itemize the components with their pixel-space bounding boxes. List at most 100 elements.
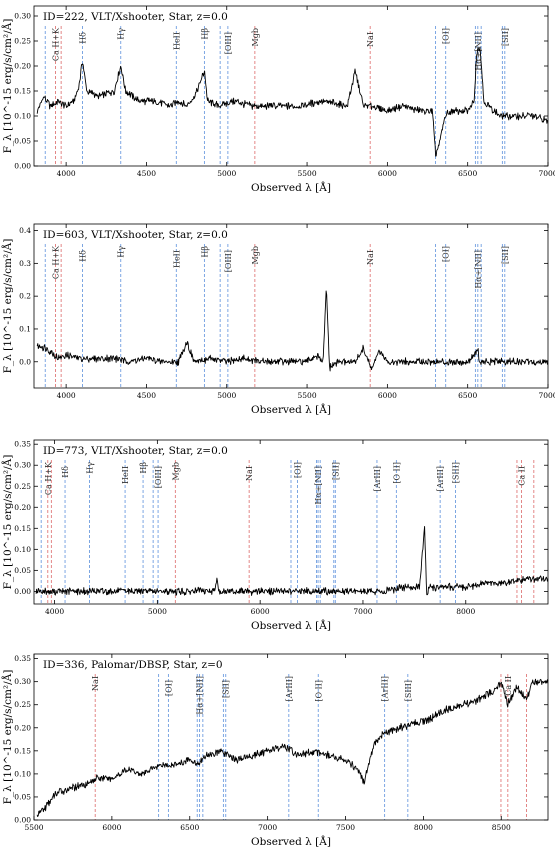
- reference-line-label: [O II]: [392, 462, 401, 484]
- x-tick-label: 5500: [298, 169, 317, 178]
- y-tick-label: 0.05: [14, 566, 31, 575]
- reference-line-label: Hγ: [117, 246, 126, 258]
- x-tick-label: 4000: [45, 607, 64, 616]
- spectrum-line: [36, 290, 549, 372]
- reference-line-label: HeII: [172, 32, 181, 50]
- x-axis-label: Observed λ [Å]: [251, 834, 331, 848]
- y-tick-label: 0.20: [14, 723, 31, 732]
- y-tick-label: 0.30: [14, 461, 31, 470]
- plot-frame: [33, 653, 549, 821]
- plot-frame: [33, 5, 549, 167]
- panel-title: ID=222, VLT/Xshooter, Star, z=0.0: [43, 11, 228, 23]
- panel-title: ID=773, VLT/Xshooter, Star, z=0.0: [43, 445, 228, 457]
- y-tick-label: 0.00: [14, 162, 31, 171]
- x-tick-label: 6500: [458, 169, 477, 178]
- x-tick-label: 7000: [258, 823, 277, 832]
- y-tick-label: 0.35: [14, 440, 31, 449]
- x-tick-label: 5000: [148, 607, 167, 616]
- x-tick-label: 5000: [217, 391, 236, 400]
- spectrum-panel: Ca H+K Hδ Hγ HeII Hβ [OIII] Mgb NaI [OI] Hα+[NII]…: [0, 223, 555, 416]
- reference-line-label: Ca H+K: [52, 27, 61, 61]
- reference-line-label: HeII: [172, 250, 181, 268]
- y-axis-label: F_λ [10^-15 erg/s/cm²/Å]: [0, 19, 14, 154]
- spectrum-line: [35, 526, 549, 596]
- reference-line-label: Hβ: [139, 462, 148, 474]
- plot-frame: [33, 439, 549, 605]
- y-tick-label: 0.30: [14, 677, 31, 686]
- x-tick-label: 6500: [458, 391, 477, 400]
- reference-line-label: Hα+[NII]: [474, 250, 483, 289]
- reference-line-label: Ca H+K: [44, 461, 53, 495]
- y-tick-label: 0.05: [14, 137, 31, 146]
- x-tick-label: 7000: [538, 169, 555, 178]
- reference-line-label: Ca II: [517, 466, 526, 486]
- x-axis-label: Observed λ [Å]: [251, 618, 331, 632]
- x-axis-label: Observed λ [Å]: [251, 402, 331, 416]
- y-tick-label: 0.1: [19, 324, 31, 333]
- x-tick-label: 6000: [251, 607, 270, 616]
- reference-line-label: [OIII]: [224, 250, 233, 272]
- x-tick-label: 4000: [57, 391, 76, 400]
- x-tick-label: 4000: [57, 169, 76, 178]
- reference-line-label: Mgb: [251, 246, 260, 264]
- reference-line-label: [O II]: [314, 680, 323, 702]
- y-tick-label: 0.05: [14, 792, 31, 801]
- x-tick-label: 6500: [180, 823, 199, 832]
- y-tick-label: 0.2: [19, 292, 31, 301]
- spectrum-panel: Ca H+K Hδ Hγ HeII Hβ [OIII] Mgb NaI [OI] Hα+[NII]…: [0, 5, 555, 194]
- x-tick-label: 7000: [538, 391, 555, 400]
- reference-line-label: [OIII]: [224, 32, 233, 54]
- x-tick-label: 5000: [217, 169, 236, 178]
- x-tick-label: 6000: [102, 823, 121, 832]
- spectrum-panel: NaI [OI] Hα+[NII] [SII] [ArIII] [O II] [ArIII]…: [0, 653, 549, 848]
- reference-line-label: [ArIII]: [381, 676, 390, 701]
- y-axis-label: F_λ [10^-15 erg/s/cm²/Å]: [0, 239, 14, 374]
- y-tick-label: 0.25: [14, 482, 31, 491]
- reference-line-label: NaI: [245, 466, 254, 481]
- reference-line-label: [OIII]: [154, 466, 163, 488]
- x-tick-label: 8000: [456, 607, 475, 616]
- reference-line-label: [OI]: [442, 28, 451, 44]
- reference-line-label: [ArIII]: [285, 676, 294, 701]
- reference-line-label: Hδ: [79, 32, 88, 44]
- y-tick-label: 0.25: [14, 37, 31, 46]
- y-tick-label: 0.15: [14, 87, 31, 96]
- y-tick-label: 0.30: [14, 12, 31, 21]
- reference-line-label: Hα+[NII]: [196, 676, 205, 715]
- x-tick-label: 4500: [137, 169, 156, 178]
- y-tick-label: 0.15: [14, 524, 31, 533]
- reference-line-label: HeII: [121, 466, 130, 484]
- reference-line-label: [OI]: [293, 462, 302, 478]
- reference-line-label: Mgb: [251, 28, 260, 46]
- reference-line-label: [OI]: [164, 680, 173, 696]
- reference-line-label: [SIII]: [451, 462, 460, 483]
- reference-line-label: NaI: [91, 676, 100, 691]
- x-axis-label: Observed λ [Å]: [251, 180, 331, 194]
- x-tick-label: 6000: [378, 169, 397, 178]
- spectrum-panel: Ca H+K Hδ Hγ HeII Hβ [OIII] Mgb NaI [OI] Hα+[NII]…: [0, 439, 549, 632]
- reference-line-label: [SII]: [501, 246, 510, 264]
- x-tick-label: 8500: [492, 823, 511, 832]
- plot-frame: [33, 223, 549, 389]
- panel-title: ID=603, VLT/Xshooter, Star, z=0.0: [43, 229, 228, 241]
- x-tick-label: 4500: [137, 391, 156, 400]
- reference-line-label: Hδ: [61, 466, 70, 478]
- reference-line-label: Hα+[NII]: [474, 32, 483, 71]
- reference-line-label: [ArIII]: [436, 466, 445, 491]
- reference-line-label: [ArIII]: [373, 466, 382, 491]
- reference-line-label: [SII]: [222, 680, 231, 698]
- x-tick-label: 5500: [298, 391, 317, 400]
- y-tick-label: 0.25: [14, 700, 31, 709]
- reference-line-label: [SII]: [501, 28, 510, 46]
- reference-line-label: Ca II: [504, 676, 513, 696]
- y-tick-label: 0.10: [14, 112, 31, 121]
- reference-line-label: Hδ: [79, 250, 88, 262]
- reference-line-label: [OI]: [442, 246, 451, 262]
- x-tick-label: 7000: [353, 607, 372, 616]
- reference-line-label: [SII]: [331, 462, 340, 480]
- x-tick-label: 7500: [336, 823, 355, 832]
- x-tick-label: 6000: [378, 391, 397, 400]
- reference-line-label: [SIII]: [404, 680, 413, 701]
- reference-line-label: Ca H+K: [52, 245, 61, 279]
